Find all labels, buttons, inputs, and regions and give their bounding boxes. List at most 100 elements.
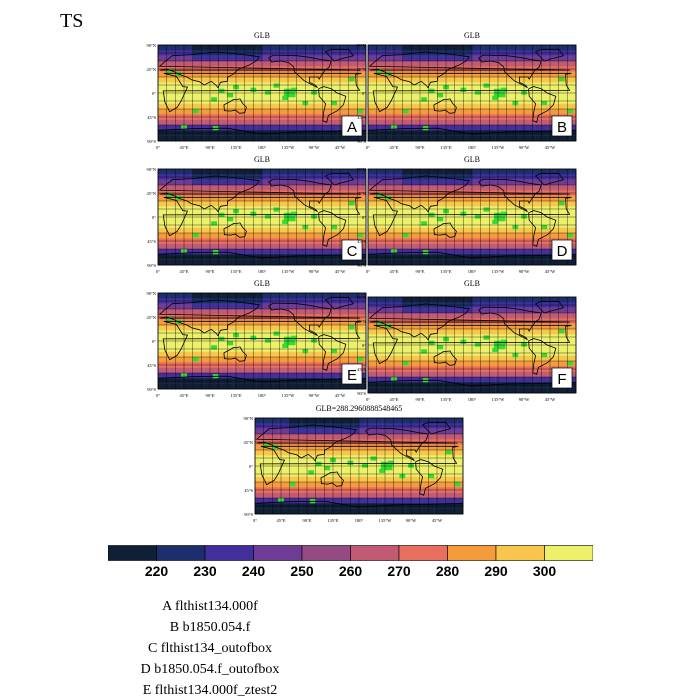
grid-cell (489, 119, 496, 126)
grid-cell (466, 323, 473, 330)
grid-cell (402, 387, 409, 394)
grid-cell (186, 119, 193, 126)
grid-cell (454, 135, 461, 142)
grid-cell (324, 428, 331, 435)
grid-cell (558, 227, 565, 234)
grid-cell (221, 103, 228, 110)
grid-cell (353, 444, 360, 451)
grid-cell (186, 319, 193, 326)
grid-cell (169, 335, 176, 342)
grid-cell (376, 498, 383, 504)
grid-cell (314, 293, 320, 299)
grid-cell (483, 243, 490, 250)
grid-cell (437, 103, 444, 110)
grid-cell (541, 45, 548, 51)
lon-tick-label: 135°E (440, 145, 452, 150)
grid-cell (558, 323, 565, 330)
grid-cell (402, 307, 409, 314)
grid-cell (414, 135, 421, 142)
missing-cell (421, 221, 427, 226)
grid-cell (414, 297, 421, 303)
grid-cell (296, 319, 303, 326)
grid-cell (325, 201, 332, 207)
grid-cell (402, 297, 409, 303)
grid-cell (348, 135, 355, 142)
grid-cell (169, 185, 176, 191)
grid-cell (524, 217, 530, 223)
grid-cell (414, 179, 421, 186)
grid-cell (379, 77, 386, 83)
grid-cell (431, 377, 438, 383)
lon-tick-label: 90°E (205, 269, 214, 274)
grid-cell (376, 418, 383, 424)
grid-cell (524, 387, 530, 394)
grid-cell (524, 201, 530, 207)
grid-cell (422, 418, 429, 424)
missing-cell (492, 219, 498, 224)
lat-tick-label: 0° (362, 215, 366, 220)
grid-cell (331, 357, 338, 363)
map-frame (367, 296, 577, 394)
grid-cell (283, 444, 290, 451)
grid-cell (158, 373, 164, 379)
grid-cell (466, 249, 473, 255)
grid-cell (379, 313, 386, 319)
grid-cell (420, 45, 426, 51)
grid-cell (244, 325, 251, 331)
grid-cell (308, 293, 315, 299)
grid-cell (266, 444, 273, 451)
grid-cell (445, 492, 452, 499)
coastline (268, 302, 332, 337)
grid-cell (175, 383, 182, 390)
grid-cell (331, 319, 338, 326)
grid-cell (466, 119, 473, 126)
grid-cell (331, 201, 338, 207)
grid-cell (325, 367, 332, 374)
grid-cell (558, 185, 565, 191)
grid-cell (186, 77, 193, 83)
grid-cell (325, 243, 332, 250)
grid-cell (238, 303, 245, 310)
grid-cell (289, 434, 296, 440)
grid-cell (244, 201, 251, 207)
grid-cell (227, 77, 234, 83)
grid-cell (454, 329, 461, 335)
grid-cell (437, 227, 444, 234)
grid-cell (279, 179, 286, 186)
grid-cell (402, 371, 409, 378)
grid-cell (169, 383, 176, 390)
grid-cell (414, 185, 421, 191)
grid-cell (402, 61, 409, 67)
panel-letter-box (551, 367, 573, 389)
grid-cell (405, 498, 412, 504)
grid-cell (186, 293, 193, 299)
grid-cell (448, 109, 455, 115)
grid-cell (255, 482, 261, 488)
grid-cell (314, 367, 320, 374)
grid-cell (255, 428, 261, 435)
grid-cell (273, 341, 280, 347)
grid-cell (387, 444, 394, 451)
lat-tick-label: 90°S (357, 391, 366, 396)
grid-cell (256, 119, 263, 126)
grid-cell (272, 492, 279, 499)
grid-cell (489, 387, 496, 394)
grid-cell (360, 357, 367, 363)
grid-cell (500, 371, 507, 378)
grid-cell (221, 93, 228, 99)
grid-cell (290, 319, 297, 326)
grid-cell (437, 387, 444, 394)
coastline (318, 86, 347, 123)
grid-cell (296, 227, 303, 234)
grid-cell (483, 323, 490, 330)
grid-cell (324, 498, 331, 504)
grid-cell (454, 227, 461, 234)
grid-cell (359, 428, 365, 435)
grid-cell (454, 387, 461, 394)
grid-cell (256, 217, 263, 223)
grid-cell (500, 195, 507, 202)
grid-cell (192, 185, 199, 191)
grid-cell (210, 309, 216, 315)
grid-cell (331, 125, 338, 131)
grid-cell (448, 179, 455, 186)
